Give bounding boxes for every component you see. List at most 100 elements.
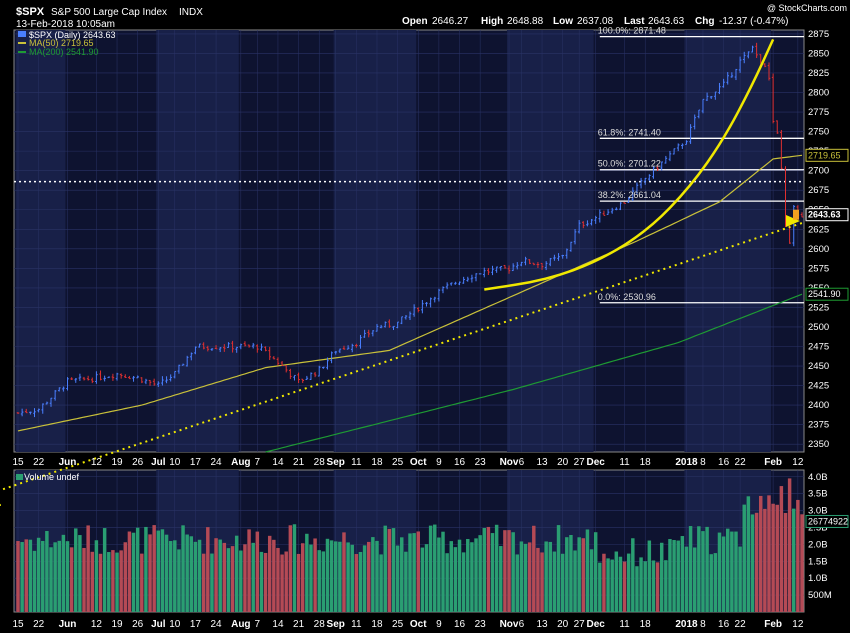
price-tick-label: 2475 [808, 342, 829, 353]
volume-tick-label: 3.5B [808, 489, 828, 500]
date-label: 28 [314, 457, 326, 468]
volume-bar [763, 508, 767, 612]
volume-bar [263, 552, 268, 612]
volume-tag-value: 26774922 [808, 516, 848, 526]
volume-bar [189, 536, 194, 612]
last-price-marker [793, 209, 799, 220]
date-label: Jun [59, 619, 77, 630]
volume-bar [684, 546, 689, 612]
volume-bar [490, 533, 495, 612]
volume-bar [664, 560, 668, 612]
volume-bar [779, 486, 784, 612]
volume-bar [127, 531, 132, 612]
date-label: 8 [700, 619, 706, 630]
volume-bar [643, 561, 647, 612]
volume-bar [49, 547, 53, 612]
date-label: Nov [500, 619, 519, 630]
date-label: 10 [169, 619, 181, 630]
date-label: 24 [211, 619, 223, 630]
volume-bar [598, 562, 602, 612]
fib-labels: 100.0%: 2871.48 61.8%: 2741.40 50.0%: 27… [598, 26, 666, 302]
volume-month-band [156, 470, 239, 612]
volume-bar [276, 547, 280, 612]
volume-bar [515, 554, 520, 612]
volume-bar [680, 536, 685, 612]
date-label: 7 [255, 619, 261, 630]
volume-bar [218, 539, 222, 612]
volume-bar [173, 540, 177, 612]
volume-bar [565, 537, 569, 612]
volume-bar [437, 537, 441, 612]
price-tick-label: 2750 [808, 127, 829, 138]
date-label: 22 [33, 619, 45, 630]
month-band [684, 30, 772, 452]
volume-bar [201, 553, 206, 612]
volume-panel [16, 478, 804, 612]
volume-bar [135, 527, 140, 612]
date-label: 23 [475, 619, 487, 630]
date-label: Jun [59, 457, 77, 468]
date-label: 12 [91, 619, 103, 630]
date-label: 11 [619, 457, 630, 468]
date-label: 9 [436, 457, 442, 468]
date-label: Feb [764, 619, 782, 630]
volume-bar [523, 543, 528, 612]
date-label: Aug [231, 619, 250, 630]
date-label: Sep [327, 619, 345, 630]
date-axis-bottom: 15 22 Jun 12 19 26 Jul 10 17 24 Aug 7 14 21 28 Sep 11 18 2… [12, 619, 803, 630]
date-label: 13 [536, 457, 548, 468]
volume-bar [494, 524, 499, 612]
ma50-line [17, 154, 803, 432]
date-label: 18 [640, 619, 652, 630]
date-label: 7 [255, 457, 261, 468]
volume-bar [734, 531, 738, 612]
month-band [333, 30, 417, 452]
volume-bar [519, 541, 524, 612]
volume-tick-label: 2.5B [808, 522, 828, 533]
volume-bar [342, 532, 346, 612]
volume-bar [470, 542, 474, 612]
volume-bar [144, 526, 148, 612]
date-label: 22 [735, 619, 747, 630]
date-label: 18 [371, 457, 383, 468]
volume-bar [57, 540, 61, 612]
volume-bar [280, 554, 284, 612]
date-label: Dec [587, 619, 606, 630]
volume-bar [325, 538, 330, 612]
volume-bar [185, 534, 189, 612]
volume-bar [796, 499, 800, 612]
volume-bar [98, 553, 103, 612]
date-label: 27 [574, 619, 586, 630]
date-axis-top: 15 22 Jun 12 19 26 Jul 10 17 24 Aug 7 14 21 28 Sep 11 18 2… [12, 457, 803, 468]
volume-bar [367, 541, 371, 612]
price-tick-label: 2500 [808, 322, 829, 333]
ma200-line [265, 293, 803, 453]
volume-bar [416, 531, 420, 612]
volume-bar [383, 525, 387, 612]
volume-bar [346, 542, 350, 612]
price-tick-label: 2825 [808, 68, 829, 79]
ohlc-high: 2648.88 [507, 16, 544, 27]
month-band [156, 30, 239, 452]
volume-bar [655, 562, 660, 612]
volume-bar [453, 547, 458, 612]
date-label: Sep [327, 457, 345, 468]
volume-bar [697, 526, 701, 612]
date-label: 25 [392, 619, 404, 630]
volume-bar [222, 542, 227, 612]
volume-bar [379, 554, 383, 612]
volume-bar [338, 541, 342, 612]
volume-bar [581, 538, 586, 612]
date-label: 25 [392, 457, 404, 468]
volume-bar [193, 541, 198, 612]
price-tick-label: 2800 [808, 88, 829, 99]
price-tick-label: 2625 [808, 224, 829, 235]
date-label: Dec [587, 457, 606, 468]
volume-bar [102, 528, 107, 612]
volume-bar [259, 551, 264, 612]
legend-price: $SPX (Daily) 2643.63 [29, 30, 116, 40]
volume-bar [552, 551, 557, 612]
fib-label-100: 100.0%: 2871.48 [598, 26, 666, 36]
date-label: Feb [764, 457, 782, 468]
legend-ma50: MA(50) 2719.65 [29, 38, 94, 48]
